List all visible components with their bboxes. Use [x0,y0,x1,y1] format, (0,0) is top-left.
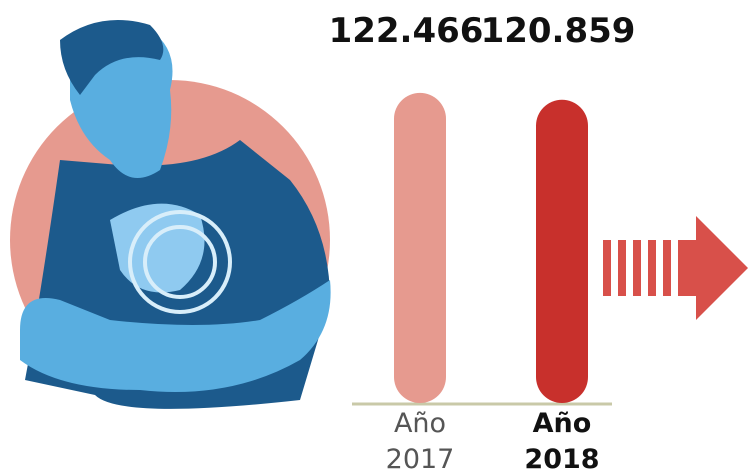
category-label: Año 2018 [502,406,622,474]
bar [394,93,446,403]
illustration [10,20,331,409]
arrow [603,216,748,320]
bar [536,100,588,403]
infographic: 122.466120.859 Año 2017 Año 2018 [0,0,751,474]
value-label: 120.859 [481,11,636,51]
value-label: 122.466 [329,11,484,51]
category-label: Año 2017 [360,406,480,474]
chart: 122.466120.859 [0,0,751,474]
